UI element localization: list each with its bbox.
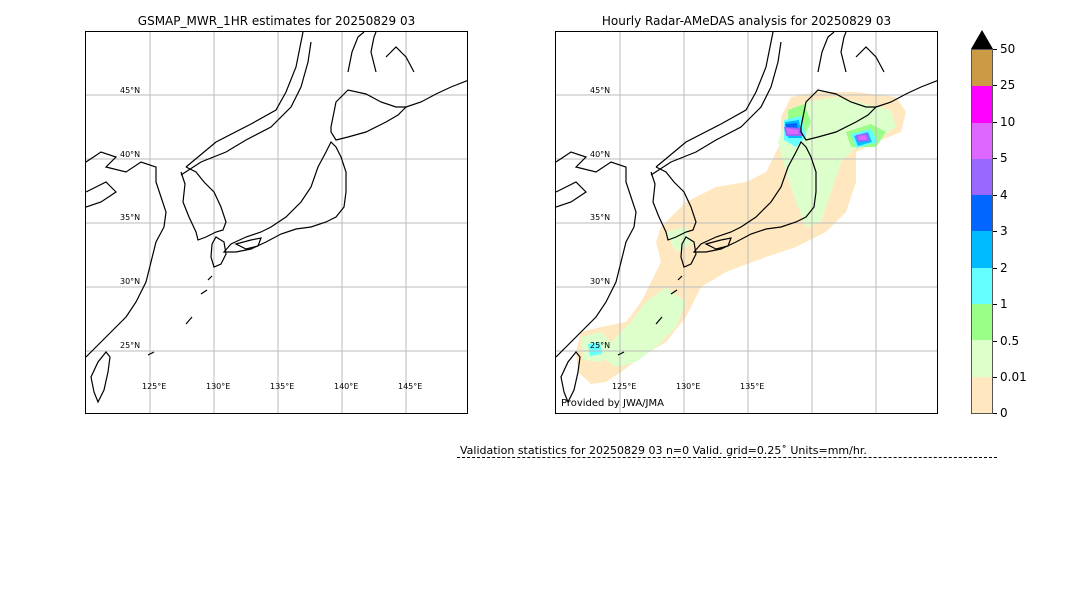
colorbar-tick	[993, 231, 997, 232]
lat-label-45: 45°N	[590, 86, 611, 95]
lat-label-30: 30°N	[120, 277, 141, 286]
lon-label-125: 125°E	[612, 382, 637, 391]
colorbar-seg-0.5-1	[972, 304, 992, 341]
colorbar-label-0.5: 0.5	[1000, 334, 1020, 348]
colorbar-extend-arrow	[971, 30, 993, 49]
left-panel-title: GSMAP_MWR_1HR estimates for 20250829 03	[137, 14, 416, 28]
right-map: 45°N 40°N 35°N 30°N 25°N 125°E 130°E 135…	[555, 31, 938, 414]
colorbar-label-25: 25	[1000, 78, 1016, 92]
colorbar-tick	[993, 195, 997, 196]
colorbar	[971, 49, 993, 414]
lon-label-125: 125°E	[142, 382, 167, 391]
colorbar-label-5: 5	[1000, 151, 1008, 165]
colorbar-seg-2-3	[972, 231, 992, 268]
colorbar-tick	[993, 413, 997, 414]
colorbar-seg-4-5	[972, 158, 992, 196]
colorbar-label-2: 2	[1000, 261, 1008, 275]
colorbar-label-0: 0	[1000, 406, 1008, 420]
colorbar-tick	[993, 122, 997, 123]
colorbar-seg-0.01-0.5	[972, 340, 992, 377]
coastlines	[556, 32, 937, 404]
left-map-canvas	[86, 32, 467, 413]
colorbar-tick	[993, 304, 997, 305]
validation-divider	[457, 457, 997, 458]
colorbar-label-10: 10	[1000, 115, 1016, 129]
lon-label-135: 135°E	[740, 382, 765, 391]
colorbar-tick	[993, 268, 997, 269]
lat-label-45: 45°N	[120, 86, 141, 95]
lat-label-30: 30°N	[590, 277, 611, 286]
colorbar-seg-0-0.01	[972, 376, 992, 413]
colorbar-tick	[993, 158, 997, 159]
lon-label-130: 130°E	[676, 382, 701, 391]
data-credit: Provided by JWA/JMA	[561, 398, 664, 409]
coastlines	[86, 32, 467, 404]
left-map: 45°N 40°N 35°N 30°N 25°N 125°E 130°E 135…	[85, 31, 468, 414]
colorbar-seg-1-2	[972, 267, 992, 305]
lat-label-40: 40°N	[590, 150, 611, 159]
validation-statistics: Validation statistics for 20250829 03 n=…	[460, 444, 867, 457]
lat-label-25: 25°N	[590, 341, 611, 350]
right-panel-title: Hourly Radar-AMeDAS analysis for 2025082…	[601, 14, 892, 28]
colorbar-seg-3-4	[972, 195, 992, 232]
lon-label-135: 135°E	[270, 382, 295, 391]
colorbar-seg-5-10	[972, 122, 992, 159]
colorbar-label-0.01: 0.01	[1000, 370, 1027, 384]
colorbar-seg-25-50	[972, 50, 992, 87]
colorbar-seg-10-25	[972, 86, 992, 123]
lat-label-35: 35°N	[590, 213, 611, 222]
colorbar-label-3: 3	[1000, 224, 1008, 238]
lat-label-35: 35°N	[120, 213, 141, 222]
precip-field	[576, 92, 906, 384]
colorbar-tick	[993, 377, 997, 378]
lon-label-130: 130°E	[206, 382, 231, 391]
colorbar-label-50: 50	[1000, 42, 1016, 56]
lon-label-140: 140°E	[334, 382, 359, 391]
lat-label-25: 25°N	[120, 341, 141, 350]
lon-label-145: 145°E	[398, 382, 423, 391]
colorbar-label-1: 1	[1000, 297, 1008, 311]
colorbar-tick	[993, 341, 997, 342]
colorbar-label-4: 4	[1000, 188, 1008, 202]
right-map-canvas	[556, 32, 937, 413]
lat-label-40: 40°N	[120, 150, 141, 159]
colorbar-tick	[993, 85, 997, 86]
colorbar-tick	[993, 49, 997, 50]
